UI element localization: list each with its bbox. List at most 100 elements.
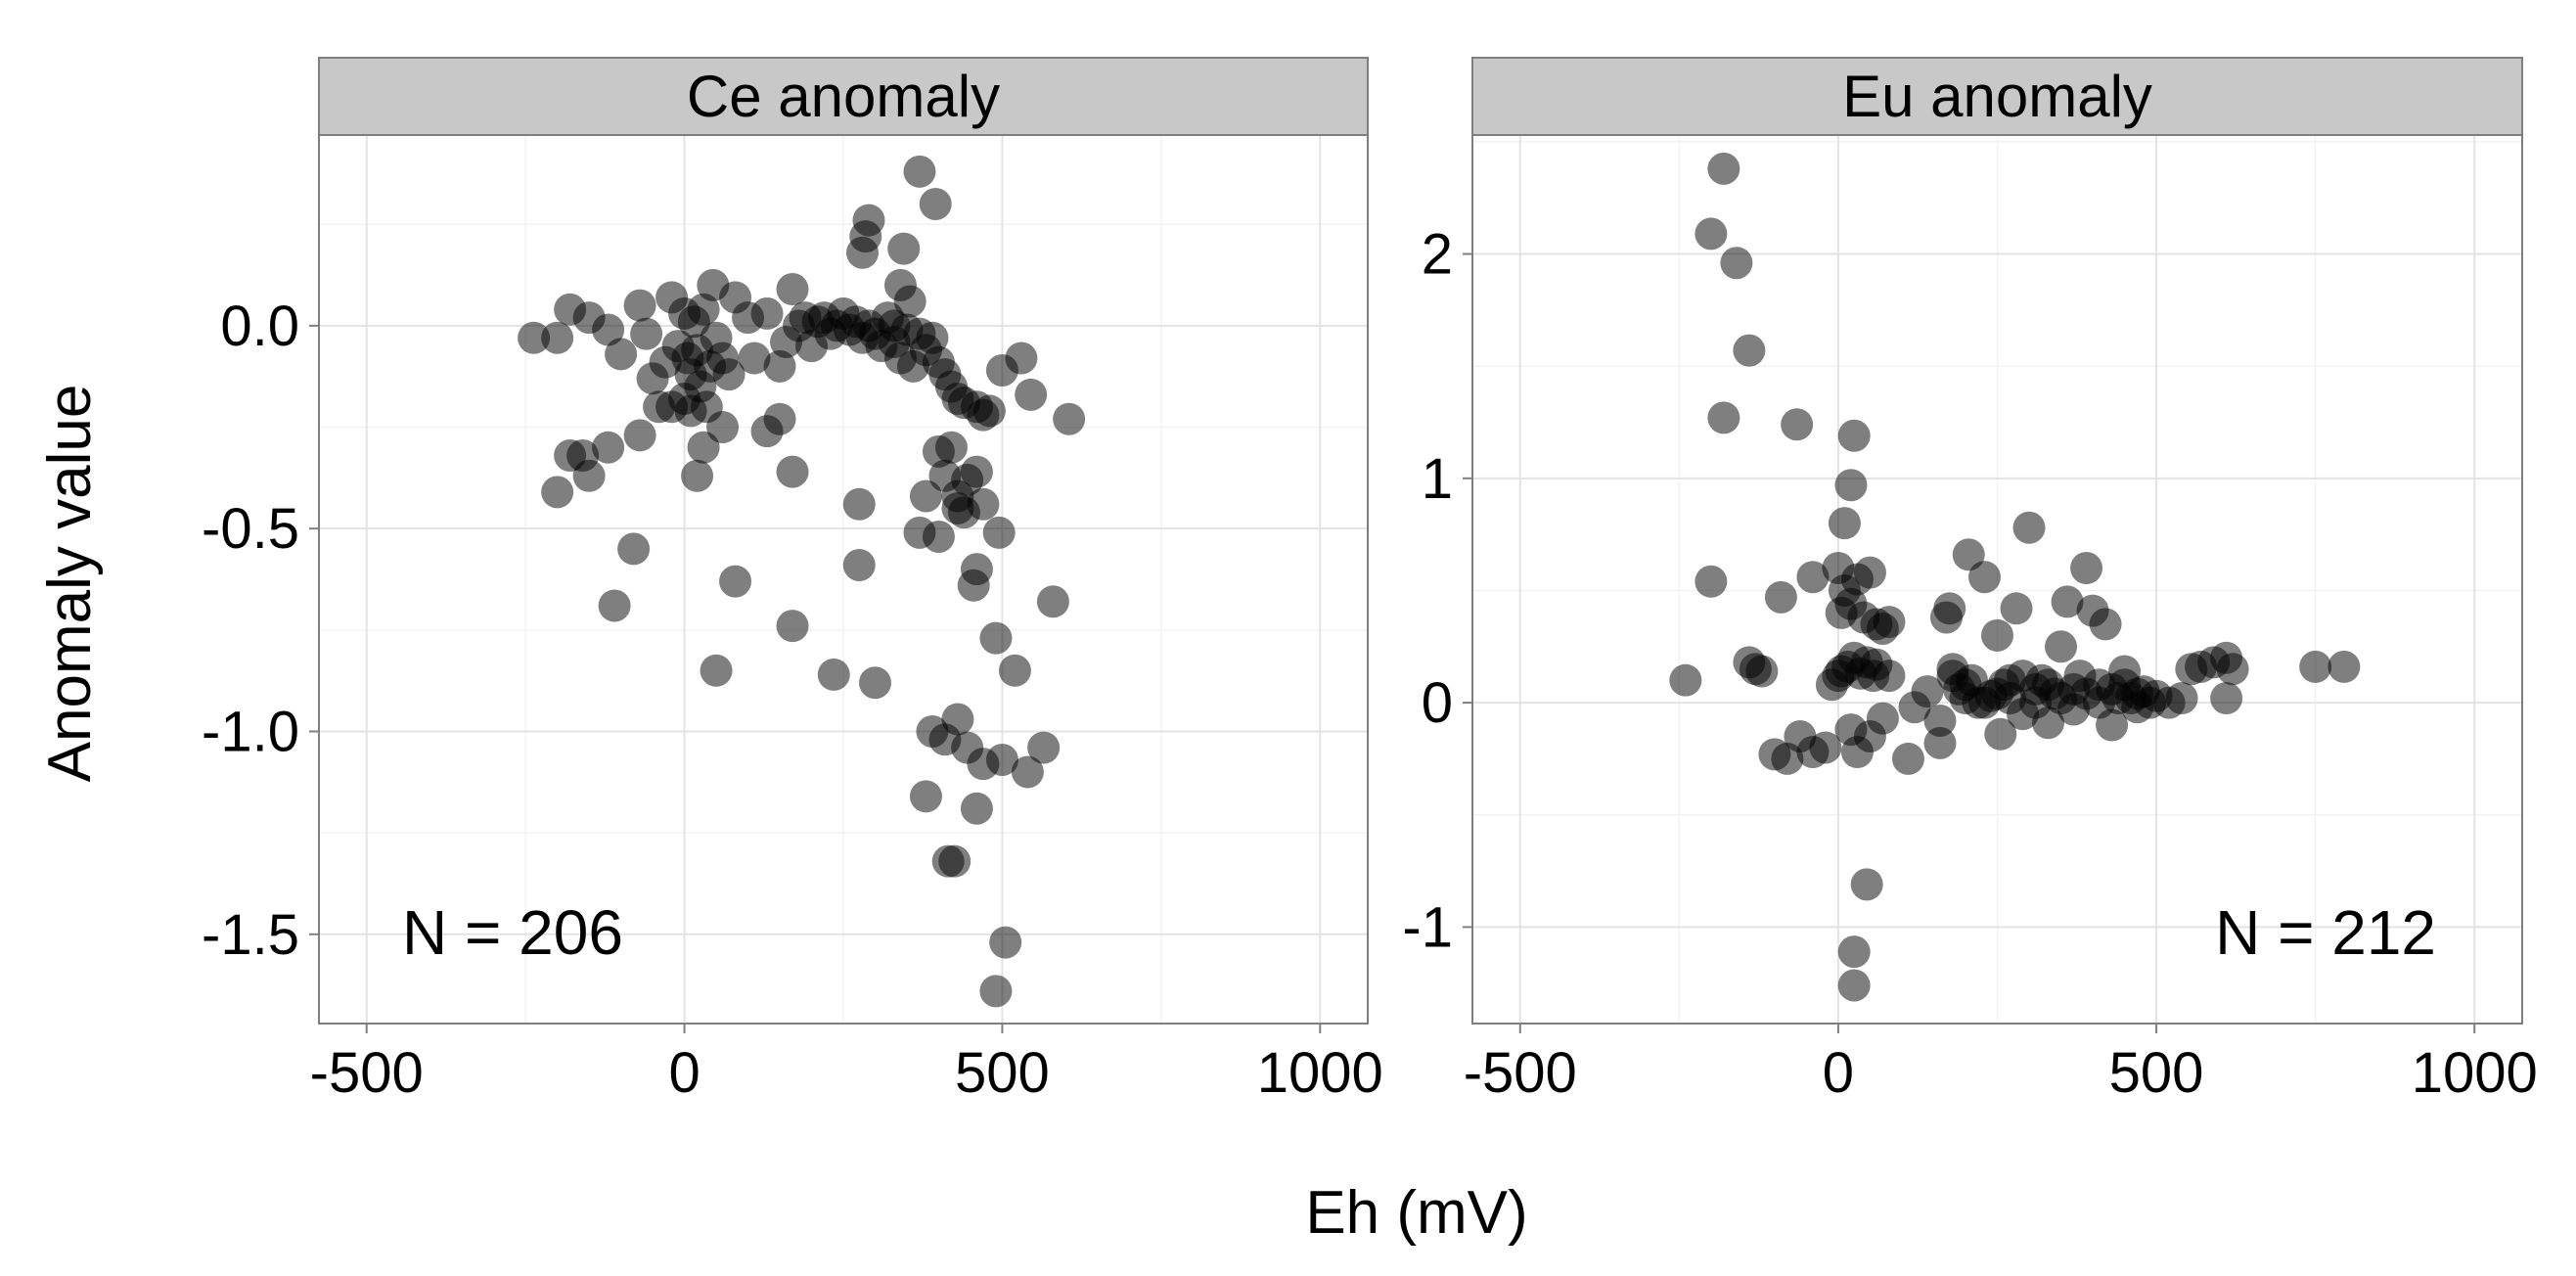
data-point — [1796, 561, 1830, 594]
data-point — [1764, 580, 1797, 614]
data-point — [572, 459, 606, 492]
data-point — [1005, 342, 1038, 375]
data-point — [1720, 247, 1753, 280]
strip-title: Eu anomaly — [1842, 64, 2152, 129]
strip-title: Ce anomaly — [687, 64, 1000, 129]
data-point — [982, 516, 1016, 549]
data-point — [605, 338, 638, 371]
data-point — [957, 569, 990, 602]
data-point — [598, 589, 631, 622]
data-point — [674, 394, 707, 428]
data-point — [2165, 682, 2198, 715]
data-point — [934, 431, 968, 464]
data-point — [1834, 469, 1868, 502]
data-point — [1923, 704, 1957, 737]
data-point — [712, 358, 746, 391]
data-point — [1952, 538, 1985, 571]
data-point — [989, 926, 1022, 959]
y-axis-title: Anomaly value — [36, 385, 104, 783]
data-point — [951, 463, 984, 496]
data-point — [998, 654, 1031, 687]
data-point — [858, 666, 891, 700]
data-point — [1011, 755, 1044, 789]
data-point — [967, 487, 1000, 521]
data-point — [887, 232, 921, 265]
strip-background — [318, 57, 1369, 136]
data-point — [2070, 552, 2103, 585]
x-tick-label: 0 — [668, 1041, 700, 1105]
data-point — [1967, 561, 2001, 594]
data-point — [922, 520, 955, 553]
data-point — [1837, 935, 1871, 969]
x-tick-label: 1000 — [2412, 1041, 2538, 1105]
data-point — [1027, 731, 1061, 764]
x-tick-label: 1000 — [1257, 1041, 1383, 1105]
data-point — [938, 844, 972, 878]
data-point — [541, 321, 574, 354]
sample-count-annotation: N = 212 — [2215, 897, 2436, 968]
data-point — [623, 289, 656, 322]
data-point — [893, 285, 926, 318]
data-point — [2000, 592, 2033, 625]
y-tick-label: 1 — [1422, 447, 1453, 511]
data-point — [845, 236, 879, 269]
data-point — [541, 476, 574, 509]
data-point — [738, 342, 771, 375]
data-point — [2216, 653, 2249, 686]
data-point — [1984, 717, 2017, 751]
data-point — [960, 792, 993, 825]
data-point — [1707, 401, 1740, 434]
data-point — [643, 390, 676, 424]
data-point — [1669, 663, 1702, 697]
data-point — [985, 744, 1018, 777]
y-tick-label: -0.5 — [202, 497, 299, 561]
data-point — [623, 419, 656, 452]
data-point — [1036, 585, 1069, 618]
x-tick-label: 0 — [1823, 1041, 1854, 1105]
data-point — [1707, 152, 1740, 185]
data-point — [1745, 655, 1779, 688]
data-point — [1781, 408, 1814, 441]
data-point — [1850, 868, 1883, 901]
data-point — [909, 479, 942, 513]
data-point — [903, 155, 936, 188]
data-point — [1053, 402, 1086, 435]
data-point — [617, 532, 651, 566]
y-tick-label: -1.0 — [202, 700, 299, 763]
data-point — [2012, 511, 2046, 544]
data-point — [1837, 969, 1871, 1002]
data-point — [2007, 660, 2040, 693]
panel-ce-anomaly: Ce anomaly -500 0 500 1000 0.0 -0.5 -1.0 -1.5 N =… — [202, 57, 1383, 1105]
y-tick-label: 0.0 — [220, 295, 299, 358]
data-point — [592, 313, 625, 346]
sample-count-annotation: N = 206 — [402, 897, 623, 968]
data-point — [2051, 585, 2084, 618]
data-point — [518, 321, 551, 354]
panel-eu-anomaly: Eu anomaly -500 0 500 1000 2 1 0 -1 N = 212 — [1402, 57, 2538, 1105]
data-point — [706, 411, 740, 444]
data-point — [1695, 565, 1728, 598]
y-tick-label: -1.5 — [202, 903, 299, 967]
y-tick-label: 2 — [1422, 223, 1453, 287]
strip-background — [1471, 57, 2523, 136]
y-tick-label: -1 — [1402, 895, 1453, 959]
data-point — [776, 610, 809, 643]
x-tick-label: 500 — [2109, 1041, 2204, 1105]
data-point — [750, 296, 784, 330]
data-point — [979, 621, 1013, 655]
data-point — [878, 309, 911, 342]
data-point — [842, 548, 876, 581]
data-point — [687, 431, 720, 464]
data-point — [1923, 726, 1957, 759]
data-point — [1933, 592, 1966, 625]
x-tick-label: 500 — [955, 1041, 1050, 1105]
data-point — [1911, 675, 1944, 708]
data-point — [1891, 742, 1924, 775]
data-point — [1873, 660, 1906, 693]
data-point — [2327, 650, 2361, 683]
data-point — [1733, 334, 1766, 367]
data-point — [776, 273, 809, 306]
data-point — [1837, 419, 1871, 452]
data-point — [1981, 618, 2013, 652]
